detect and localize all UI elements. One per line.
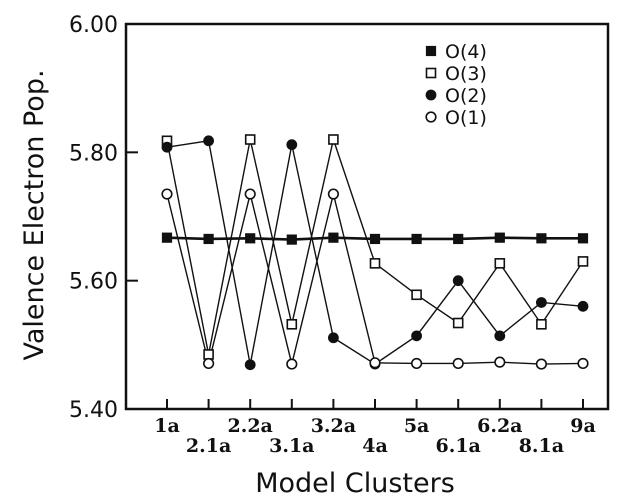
legend-label-0: O(4) bbox=[445, 41, 487, 63]
x-tick-label: 2.1a bbox=[186, 435, 231, 457]
series-point-2 bbox=[536, 297, 547, 308]
x-tick-label: 3.2a bbox=[311, 415, 356, 437]
series-point-2 bbox=[244, 359, 256, 371]
series-point-2 bbox=[286, 139, 298, 151]
series-point-1 bbox=[244, 134, 256, 145]
series-point-1 bbox=[411, 289, 422, 301]
legend-marker-2 bbox=[425, 89, 437, 101]
series-point-3 bbox=[535, 358, 548, 370]
series-point-0 bbox=[453, 233, 464, 245]
series-point-1 bbox=[286, 318, 298, 330]
y-tick-label: 6.00 bbox=[69, 13, 118, 38]
series-point-0 bbox=[536, 233, 547, 244]
legend-label-2: O(2) bbox=[445, 85, 487, 107]
series-point-3 bbox=[327, 188, 340, 200]
series-point-0 bbox=[286, 234, 297, 245]
series-point-2 bbox=[494, 330, 506, 342]
series-point-3 bbox=[369, 357, 381, 369]
series-point-3 bbox=[203, 357, 215, 370]
series-point-2 bbox=[203, 135, 215, 147]
series-point-0 bbox=[245, 233, 256, 244]
series-point-2 bbox=[161, 141, 173, 153]
y-tick-label: 5.80 bbox=[69, 141, 118, 166]
x-tick-label: 9a bbox=[570, 415, 596, 437]
series-point-1 bbox=[577, 256, 589, 267]
series-point-0 bbox=[328, 232, 339, 243]
series-point-3 bbox=[286, 358, 298, 370]
series-line-3 bbox=[166, 193, 584, 365]
plot-area-frame bbox=[124, 22, 610, 411]
legend: O(4)O(3)O(2)O(1) bbox=[425, 41, 487, 129]
series-point-2 bbox=[411, 330, 423, 342]
series-line-1 bbox=[166, 136, 584, 355]
x-tick-label: 6.1a bbox=[436, 435, 481, 457]
series-point-2 bbox=[328, 332, 339, 344]
legend-marker-0 bbox=[425, 45, 437, 57]
x-axis: 1a 2.1a2.2a3.1a3.2a 4a 5a 6.1a6.2a8.1a 9a bbox=[154, 399, 596, 457]
series-point-3 bbox=[244, 188, 256, 200]
y-tick-label: 5.60 bbox=[69, 270, 118, 295]
legend-label-1: O(3) bbox=[445, 63, 487, 85]
series-point-1 bbox=[452, 317, 464, 329]
series-point-3 bbox=[161, 188, 173, 200]
y-tick-label: 5.40 bbox=[69, 398, 118, 423]
series-point-0 bbox=[203, 233, 214, 245]
series-point-2 bbox=[452, 275, 464, 287]
series-point-0 bbox=[494, 232, 505, 243]
x-tick-label: 2.2a bbox=[228, 415, 273, 437]
series-layer bbox=[161, 134, 589, 371]
series-point-2 bbox=[577, 300, 589, 312]
x-tick-label: 6.2a bbox=[477, 415, 522, 437]
y-axis-title: Valence Electron Pop. bbox=[19, 69, 50, 360]
x-tick-label: 4a bbox=[362, 435, 388, 457]
x-tick-label: 8.1a bbox=[519, 435, 564, 457]
legend-marker-3 bbox=[425, 111, 437, 123]
series-point-0 bbox=[411, 233, 422, 245]
series-point-1 bbox=[369, 258, 381, 269]
series-point-1 bbox=[328, 134, 339, 145]
legend-label-3: O(1) bbox=[445, 107, 487, 129]
series-point-0 bbox=[369, 233, 381, 245]
x-tick-label: 5a bbox=[404, 415, 430, 437]
y-axis: 5.40 5.60 5.80 6.00 bbox=[69, 13, 138, 423]
x-tick-label: 3.1a bbox=[269, 435, 314, 457]
series-point-3 bbox=[577, 357, 589, 370]
series-line-2 bbox=[166, 139, 584, 365]
x-tick-label: 1a bbox=[154, 415, 180, 437]
series-point-3 bbox=[494, 356, 506, 368]
x-axis-title: Model Clusters bbox=[255, 468, 455, 498]
series-point-0 bbox=[161, 232, 173, 243]
series-point-1 bbox=[494, 258, 506, 269]
series-point-1 bbox=[536, 318, 547, 330]
series-point-0 bbox=[577, 233, 589, 244]
series-point-3 bbox=[411, 357, 423, 370]
legend-marker-1 bbox=[425, 67, 437, 79]
series-point-3 bbox=[452, 357, 464, 370]
series-point-1 bbox=[203, 349, 214, 360]
